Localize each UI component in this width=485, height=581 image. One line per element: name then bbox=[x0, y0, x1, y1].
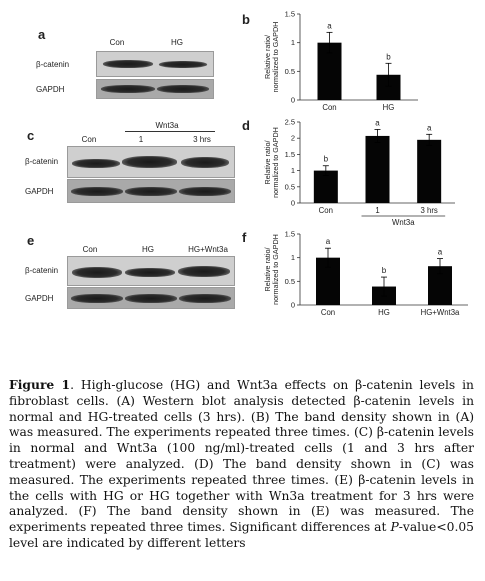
row-label-gapdh: GAPDH bbox=[36, 85, 65, 94]
western-blot-gapdh bbox=[67, 179, 235, 203]
x-tick-label: Con bbox=[321, 308, 335, 317]
blot-band bbox=[179, 294, 231, 303]
western-blot-beta-catenin bbox=[96, 51, 214, 77]
lane-group-label: Wnt3a bbox=[155, 121, 179, 130]
blot-band bbox=[122, 156, 177, 168]
y-tick-label: 0.5 bbox=[285, 182, 295, 191]
row-label-gapdh: GAPDH bbox=[25, 187, 54, 196]
x-tick-label: HG+Wnt3a bbox=[421, 308, 460, 317]
western-blot-gapdh bbox=[67, 287, 235, 309]
y-axis-label: Relative ratio/normalized to GAPDH bbox=[263, 127, 280, 198]
panel-letter-f: f bbox=[242, 230, 247, 245]
bar bbox=[313, 170, 338, 203]
x-tick-label: HG bbox=[383, 103, 395, 112]
y-tick-label: 0 bbox=[291, 199, 295, 208]
blot-band bbox=[125, 187, 177, 196]
blot-band bbox=[71, 187, 123, 196]
panel-letter-d: d bbox=[242, 118, 250, 133]
caption-text: . High-glucose (HG) and Wnt3a effects on… bbox=[9, 378, 474, 535]
y-tick-label: 1 bbox=[291, 38, 295, 47]
western-blot-beta-catenin bbox=[67, 256, 235, 286]
bar-chart-d: d Relative ratio/normalized to GAPDH 0 0.5 1… bbox=[242, 118, 455, 227]
y-axis-label: Relative ratio/normalized to GAPDH bbox=[263, 234, 280, 305]
x-tick-label: Con bbox=[319, 206, 333, 215]
significance-letter: b bbox=[324, 155, 329, 164]
significance-letter: a bbox=[438, 248, 443, 257]
blot-band bbox=[159, 61, 207, 68]
significance-letter: a bbox=[326, 237, 331, 246]
x-tick-label: 3 hrs bbox=[420, 206, 437, 215]
figure-label: Figure 1 bbox=[9, 377, 71, 392]
significance-letter: a bbox=[427, 123, 432, 132]
significance-letter: b bbox=[386, 52, 391, 61]
lane-label: Con bbox=[81, 135, 97, 144]
y-tick-label: 0 bbox=[291, 96, 295, 105]
lane-label: HG bbox=[142, 245, 154, 254]
figure-caption: Figure 1. High-glucose (HG) and Wnt3a ef… bbox=[9, 377, 474, 552]
bar-chart-f: f Relative ratio/normalized to GAPDH 0 0.5 1… bbox=[242, 230, 468, 317]
bar-chart-b: b Relative ratio/normalized to GAPDH 0 0.5 1… bbox=[242, 10, 418, 112]
row-label-gapdh: GAPDH bbox=[25, 294, 54, 303]
blot-band bbox=[125, 294, 177, 303]
blot-band bbox=[125, 268, 175, 277]
blot-band bbox=[178, 266, 230, 277]
x-group-label: Wnt3a bbox=[392, 218, 415, 227]
lane-label: Con bbox=[109, 38, 125, 47]
blot-band bbox=[72, 159, 120, 168]
y-tick-label: 1.5 bbox=[285, 230, 295, 239]
row-label-beta-catenin: β-catenin bbox=[25, 157, 59, 166]
panel-letter-e: e bbox=[27, 233, 35, 248]
western-blot-beta-catenin bbox=[67, 146, 235, 178]
blot-band bbox=[72, 267, 122, 278]
y-axis-label-line: Relative ratio/ bbox=[263, 141, 272, 185]
y-axis-label-line: normalized to GAPDH bbox=[271, 234, 280, 305]
lane-label: Con bbox=[82, 245, 98, 254]
y-axis-label: Relative ratio/normalized to GAPDH bbox=[263, 22, 280, 93]
lane-label: HG bbox=[171, 38, 183, 47]
lane-label: 3 hrs bbox=[193, 135, 211, 144]
significance-letter: a bbox=[327, 21, 332, 30]
x-tick-label: Con bbox=[322, 103, 336, 112]
blot-band bbox=[157, 85, 209, 93]
y-tick-label: 1 bbox=[291, 166, 295, 175]
panel-letter-b: b bbox=[242, 12, 250, 27]
blot-band bbox=[179, 187, 231, 196]
western-blot-gapdh bbox=[96, 79, 214, 99]
lane-label: 1 bbox=[138, 135, 144, 144]
y-axis-label-line: Relative ratio/ bbox=[263, 248, 272, 292]
y-tick-label: 0 bbox=[291, 301, 295, 310]
y-tick-label: 0.5 bbox=[285, 67, 295, 76]
significance-letter: b bbox=[382, 266, 387, 275]
bar bbox=[365, 135, 390, 203]
caption-text-end: -value<0.05 level are indicated by diffe… bbox=[9, 520, 474, 550]
y-axis-label-line: normalized to GAPDH bbox=[271, 127, 280, 198]
blot-band bbox=[103, 60, 153, 68]
lane-label: HG+Wnt3a bbox=[188, 245, 228, 254]
blot-band bbox=[181, 157, 229, 168]
y-tick-label: 1.5 bbox=[285, 10, 295, 19]
y-tick-label: 1.5 bbox=[285, 150, 295, 159]
x-tick-label: 1 bbox=[375, 206, 379, 215]
y-axis-label-line: Relative ratio/ bbox=[263, 35, 272, 79]
y-tick-label: 2 bbox=[291, 134, 295, 143]
panel-letter-c: c bbox=[27, 128, 35, 143]
panel-letter-a: a bbox=[38, 27, 46, 42]
lane-group-line bbox=[125, 131, 215, 132]
row-label-beta-catenin: β-catenin bbox=[25, 266, 59, 275]
y-tick-label: 2.5 bbox=[285, 118, 295, 127]
y-tick-label: 0.5 bbox=[285, 277, 295, 286]
y-tick-label: 1 bbox=[291, 253, 295, 262]
caption-p-italic: P bbox=[390, 520, 399, 535]
significance-letter: a bbox=[375, 118, 380, 127]
bar bbox=[417, 139, 442, 203]
y-axis-label-line: normalized to GAPDH bbox=[271, 22, 280, 93]
row-label-beta-catenin: β-catenin bbox=[36, 60, 70, 69]
blot-band bbox=[71, 294, 123, 303]
blot-band bbox=[101, 85, 155, 93]
x-tick-label: HG bbox=[378, 308, 390, 317]
